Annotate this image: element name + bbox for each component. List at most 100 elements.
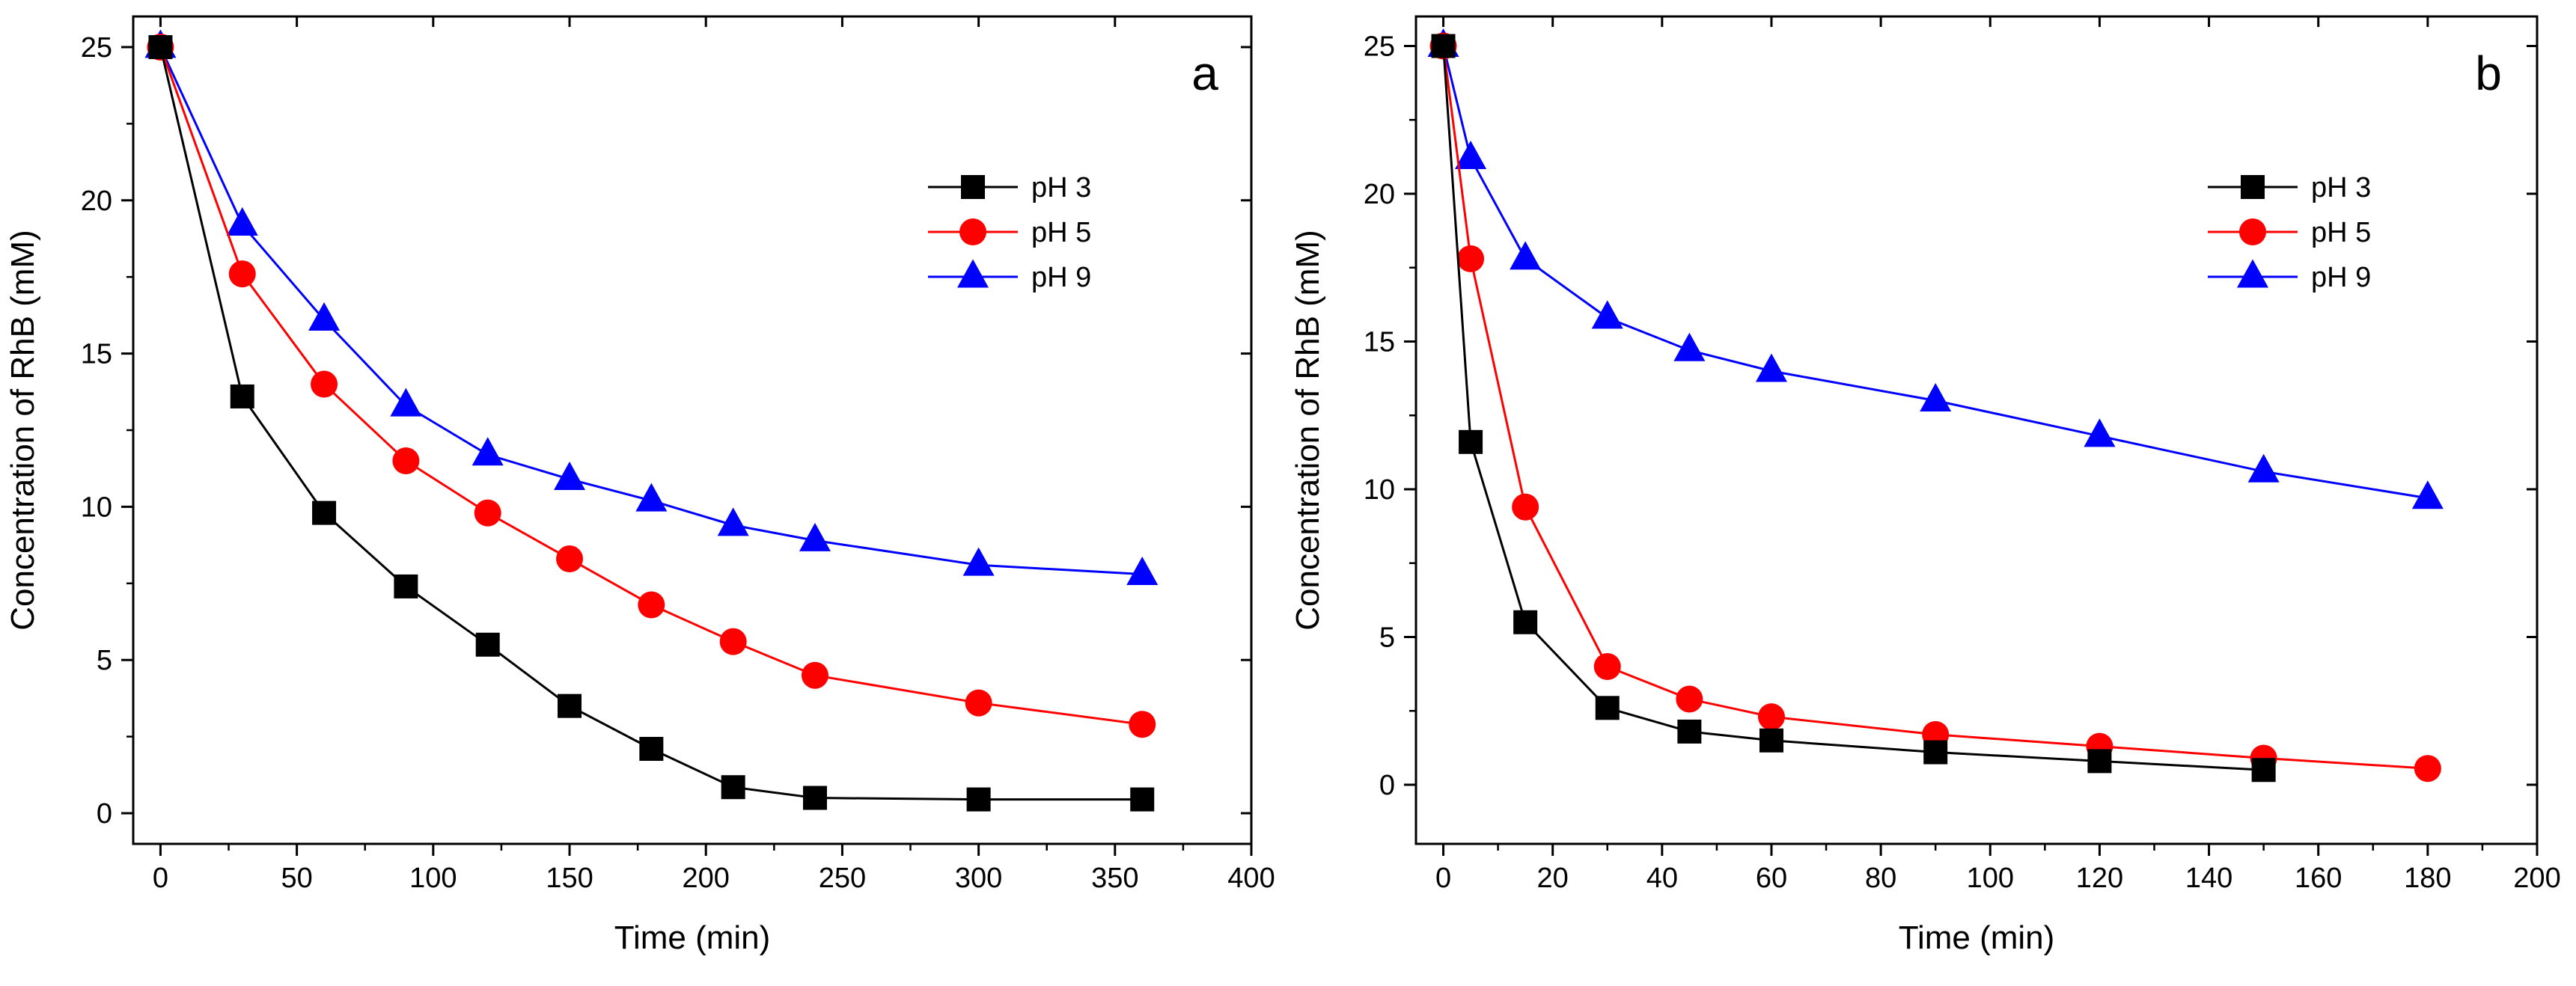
y-tick-label: 25 [81,32,112,64]
data-point-ph-9 [635,483,668,512]
y-tick-label: 15 [81,339,112,370]
data-point-ph-5 [1757,703,1785,731]
legend-label: pH 3 [1031,172,1091,203]
data-point-ph-5 [2414,755,2441,783]
x-tick-label: 200 [683,863,730,894]
data-point-ph-3 [1759,728,1783,753]
plot-frame [1414,15,2539,845]
data-point-ph-5 [1512,493,1539,521]
series-line-ph-3 [1442,46,2264,771]
data-point-ph-3 [802,786,827,810]
series-line-ph-3 [159,46,1143,801]
series-line-ph-5 [159,46,1143,726]
data-point-ph-9 [1920,382,1952,411]
x-tick-label: 300 [955,863,1002,894]
chart-panel-a: 0 50 100 150 200 250 300 350 400 0 5 10 15 20 25 Time (… [4,15,1275,956]
data-point-ph-9 [799,522,831,551]
data-point-ph-9 [1755,353,1787,382]
y-tick-label: 15 [1364,327,1395,358]
data-point-ph-5 [556,545,584,573]
data-point-ph-5 [965,689,992,717]
x-tick-label: 100 [1967,863,2014,894]
series-line-ph-5 [1442,46,2428,770]
legend-marker [957,259,989,288]
data-point-ph-5 [474,499,501,527]
x-axis-title: Time (min) [614,919,771,956]
x-tick-label: 400 [1227,863,1275,894]
x-tick-label: 100 [409,863,457,894]
data-point-ph-9 [1510,241,1542,270]
legend-label: pH 5 [1031,217,1091,248]
data-point-ph-3 [639,737,664,762]
data-point-ph-9 [962,547,995,576]
data-point-ph-9 [226,206,258,236]
y-tick-label: 25 [1364,31,1395,63]
panel-letter: a [1191,46,1218,100]
data-point-ph-3 [148,34,173,59]
data-point-ph-9 [717,507,749,536]
data-point-ph-9 [1591,300,1623,329]
data-point-ph-3 [2087,749,2112,774]
x-tick-label: 60 [1756,863,1787,894]
y-axis-title: Concentration of RhB (mM) [4,230,41,631]
y-tick-label: 0 [1379,770,1395,801]
data-point-ph-9 [390,388,422,417]
x-tick-label: 180 [2404,863,2451,894]
y-tick-label: 20 [1364,179,1395,210]
data-point-ph-3 [2251,758,2276,783]
data-point-ph-5 [1129,711,1156,738]
data-point-ph-3 [1595,696,1620,720]
data-point-ph-3 [1459,429,1483,454]
x-tick-label: 350 [1091,863,1138,894]
y-tick-label: 10 [81,492,112,523]
data-point-ph-9 [2411,480,2444,509]
x-tick-label: 150 [546,863,593,894]
legend-marker [2239,218,2266,245]
y-tick-label: 5 [1379,622,1395,654]
data-point-ph-3 [1431,34,1456,58]
data-point-ph-9 [308,301,341,331]
legend-label: pH 9 [2311,262,2371,293]
data-point-ph-3 [721,775,745,800]
x-tick-label: 140 [2185,863,2232,894]
data-point-ph-3 [230,384,254,408]
x-tick-label: 20 [1537,863,1569,894]
chart-panel-b: 0 20 40 60 80 100 120 140 160 180 200 0 5 10 15 20 25 Tim… [1289,15,2561,956]
data-point-ph-3 [1677,719,1702,744]
y-axis-title: Concentration of RhB (mM) [1289,230,1326,631]
x-tick-label: 0 [1435,863,1451,894]
y-tick-label: 0 [97,798,112,830]
data-point-ph-5 [392,447,420,474]
data-point-ph-3 [312,500,337,525]
legend-label: pH 3 [2311,172,2371,203]
data-point-ph-3 [1130,787,1155,812]
data-point-ph-5 [719,628,747,655]
y-tick-label: 20 [81,186,112,217]
data-point-ph-5 [1593,653,1621,680]
data-point-ph-9 [554,461,586,490]
panel-letter: b [2475,46,2502,100]
data-point-ph-5 [228,260,256,288]
legend-marker [2237,259,2268,288]
data-point-ph-3 [1513,610,1538,634]
data-point-ph-3 [475,632,500,657]
x-tick-label: 40 [1646,863,1678,894]
x-tick-label: 80 [1865,863,1896,894]
y-tick-label: 5 [97,645,112,676]
data-point-ph-5 [1676,685,1703,713]
x-tick-label: 0 [153,863,168,894]
data-point-ph-9 [2084,418,2116,447]
plot-frame [132,15,1253,845]
data-point-ph-9 [2247,453,2280,483]
x-tick-label: 50 [281,863,312,894]
legend-label: pH 9 [1031,262,1091,293]
data-point-ph-5 [801,661,828,689]
x-tick-label: 160 [2295,863,2342,894]
data-point-ph-3 [558,693,582,718]
data-point-ph-5 [1457,245,1485,272]
data-point-ph-3 [1923,740,1948,765]
y-tick-label: 10 [1364,474,1395,506]
legend-marker [2241,175,2265,199]
data-point-ph-9 [1673,332,1706,361]
